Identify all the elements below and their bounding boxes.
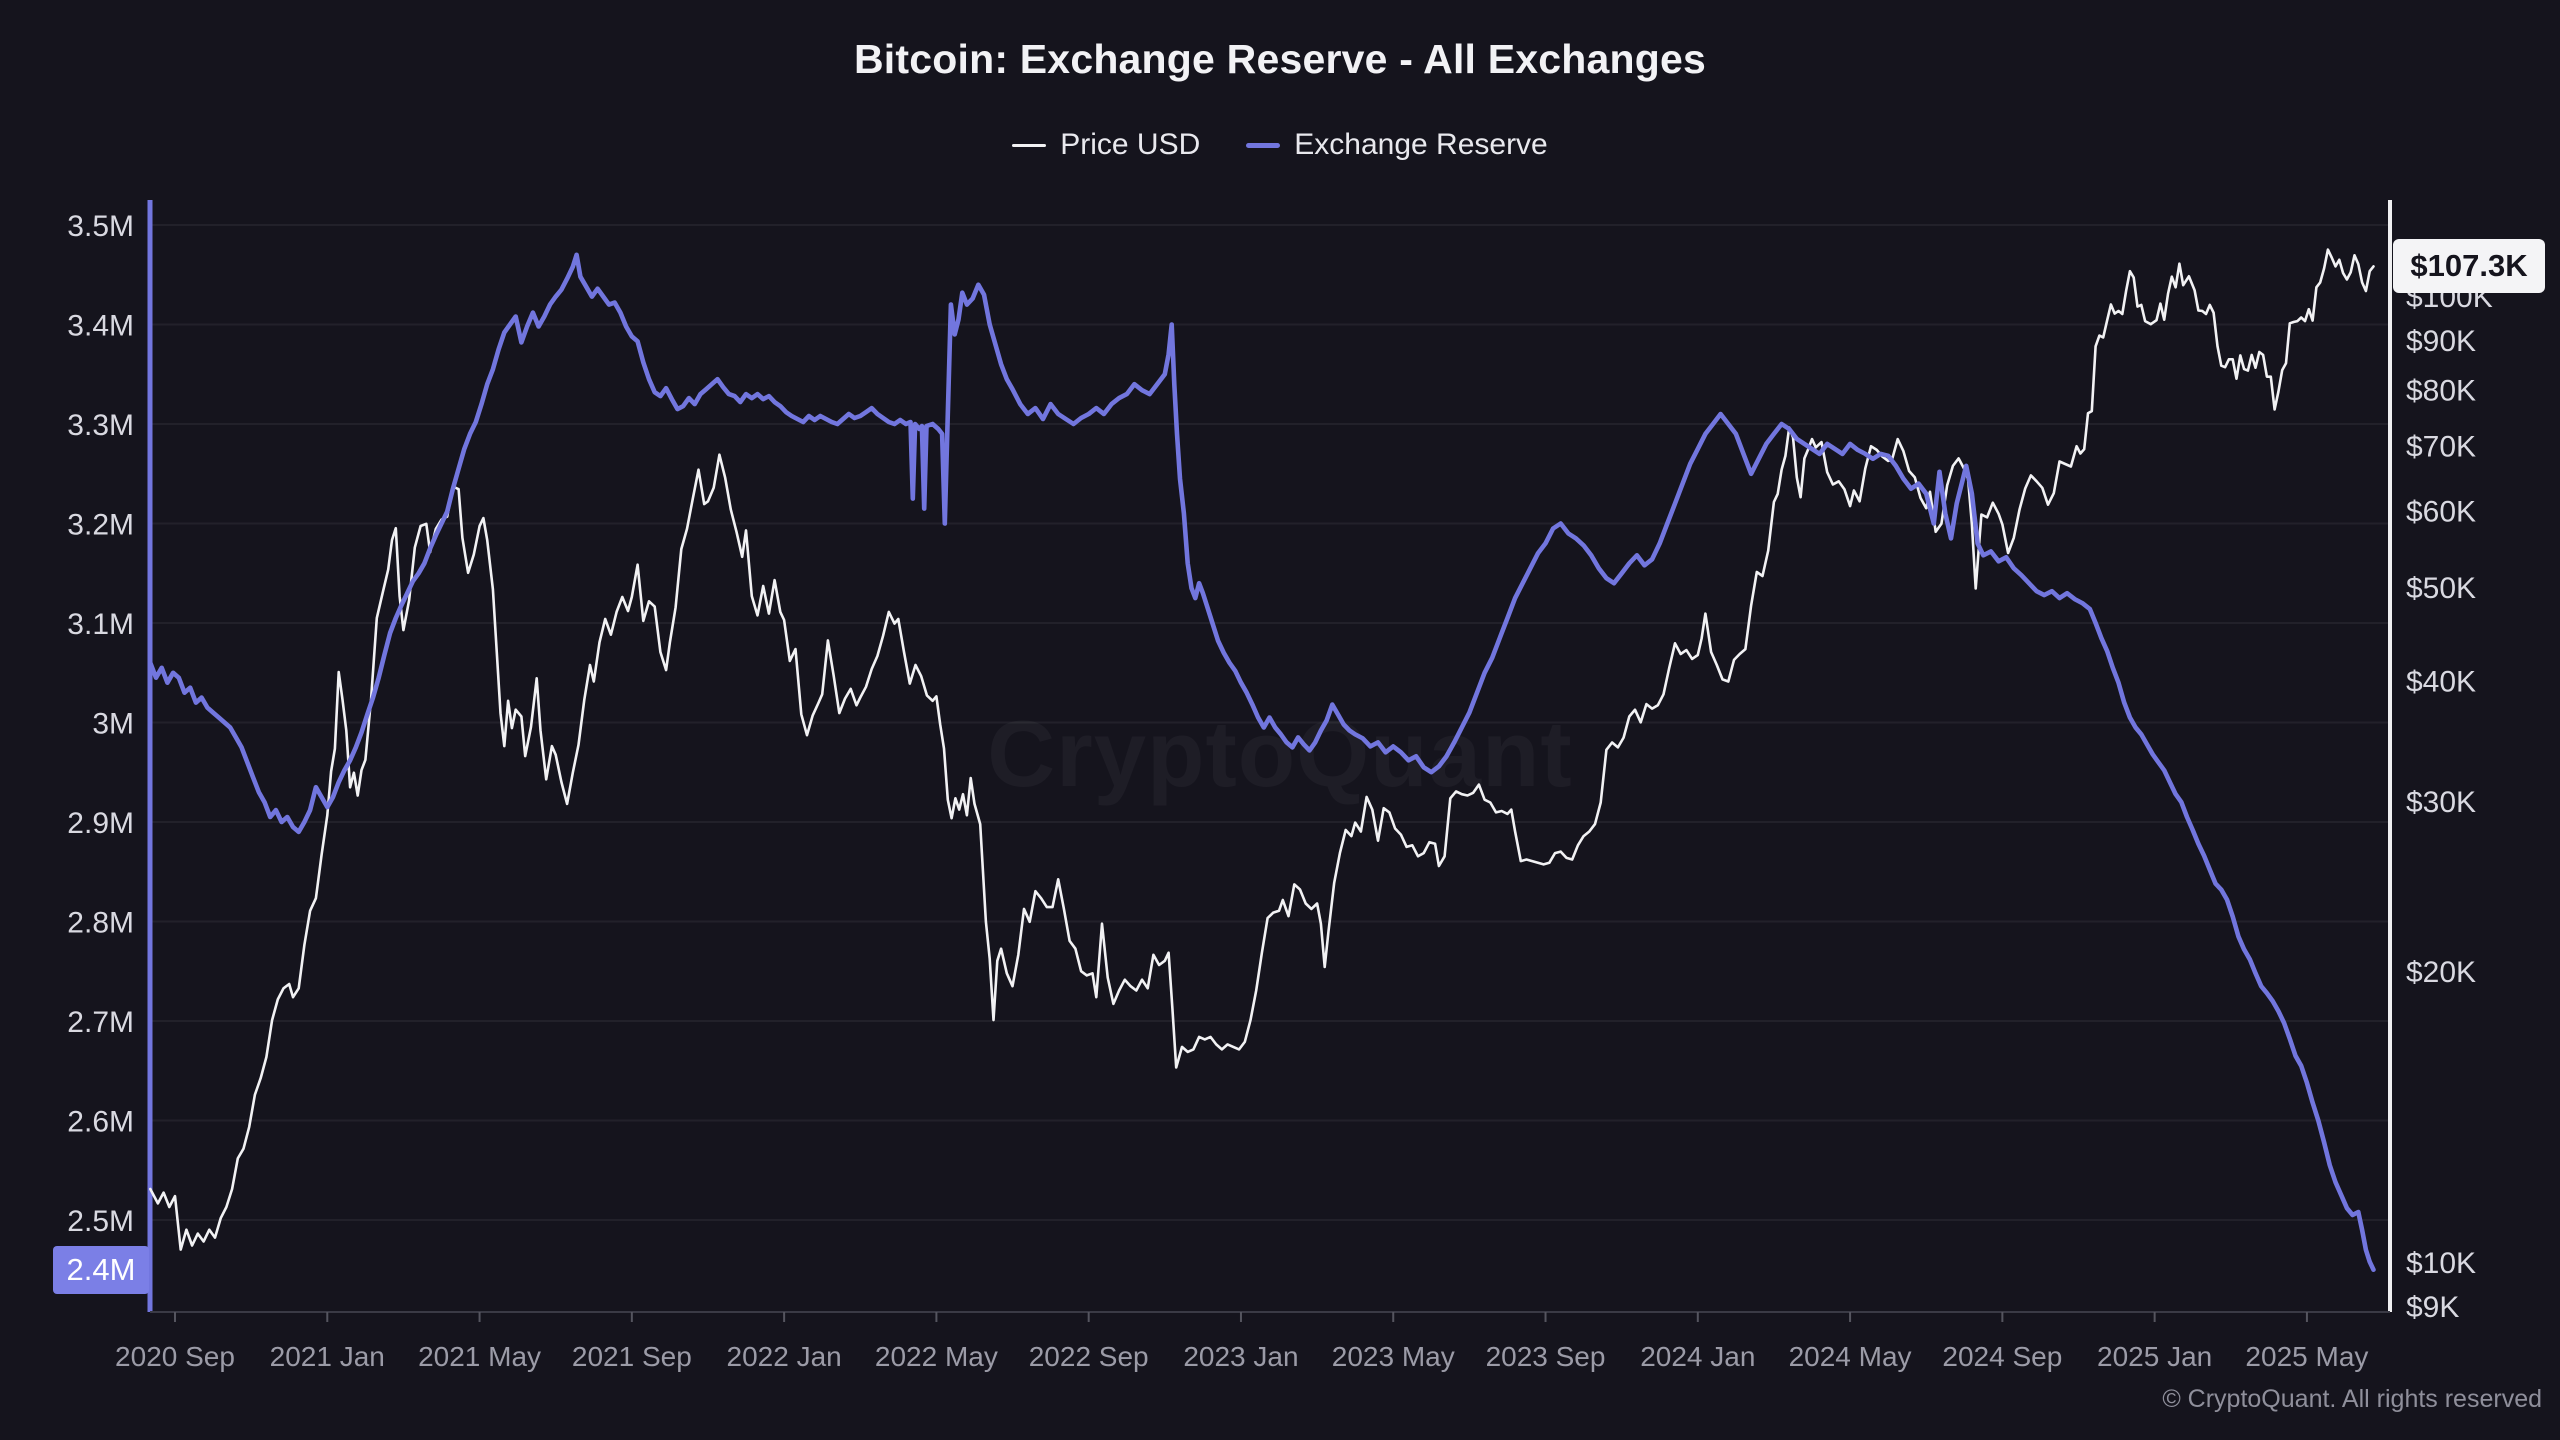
reserve-tick-label: 3.2M	[67, 509, 134, 542]
price-tick-label: $40K	[2406, 665, 2476, 698]
x-tick-label: 2022 May	[875, 1341, 998, 1372]
price-line	[149, 248, 2375, 1251]
cryptoquant-watermark: CryptoQuant	[0, 700, 2560, 808]
x-tick-label: 2023 May	[1332, 1341, 1455, 1372]
chart-legend: Price USD Exchange Reserve	[0, 128, 2560, 162]
reserve-tick-label: 3.3M	[67, 409, 134, 442]
price-tick-label: $50K	[2406, 572, 2476, 605]
price-tick-label: $20K	[2406, 956, 2476, 989]
legend-item-exchange-reserve[interactable]: Exchange Reserve	[1246, 128, 1548, 162]
legend-item-price-usd[interactable]: Price USD	[1012, 128, 1200, 162]
reserve-last-value-badge: 2.4M	[53, 1245, 149, 1294]
reserve-tick-label: 3M	[92, 708, 134, 741]
legend-label-price-usd: Price USD	[1060, 128, 1201, 161]
x-tick-label: 2025 May	[2245, 1341, 2368, 1372]
price-tick-label: $10K	[2406, 1247, 2476, 1280]
reserve-tick-label: 2.5M	[67, 1205, 134, 1238]
x-tick-label: 2021 May	[418, 1341, 541, 1372]
reserve-line	[148, 252, 2376, 1272]
price-tick-label: $90K	[2406, 325, 2476, 358]
x-tick-label: 2022 Jan	[727, 1341, 842, 1372]
x-tick-label: 2023 Sep	[1486, 1341, 1606, 1372]
reserve-tick-label: 3.5M	[67, 210, 134, 243]
price-tick-label: $70K	[2406, 431, 2476, 464]
reserve-tick-label: 3.1M	[67, 608, 134, 641]
page-title: Bitcoin: Exchange Reserve - All Exchange…	[853, 36, 1707, 82]
x-tick-label: 2023 Jan	[1183, 1341, 1298, 1372]
x-tick-label: 2022 Sep	[1029, 1341, 1149, 1372]
reserve-tick-label: 2.7M	[67, 1006, 134, 1039]
x-tick-label: 2021 Jan	[270, 1341, 385, 1372]
x-tick-label: 2021 Sep	[572, 1341, 692, 1372]
price-tick-label: $60K	[2406, 495, 2476, 528]
x-tick-label: 2020 Sep	[115, 1341, 235, 1372]
price-last-value-badge: $107.3K	[2393, 239, 2545, 294]
reserve-series-dash-icon	[1246, 142, 1281, 148]
legend-label-exchange-reserve: Exchange Reserve	[1294, 128, 1548, 161]
x-tick-label: 2025 Jan	[2097, 1341, 2212, 1372]
price-tick-label: $80K	[2406, 375, 2476, 408]
price-series-dash-icon	[1012, 143, 1047, 147]
copyright-notice: © CryptoQuant. All rights reserved	[2162, 1385, 2542, 1413]
price-tick-label: $30K	[2406, 786, 2476, 819]
reserve-tick-label: 2.9M	[67, 807, 134, 840]
reserve-tick-label: 2.8M	[67, 907, 134, 940]
x-tick-label: 2024 Jan	[1640, 1341, 1755, 1372]
x-tick-label: 2024 May	[1789, 1341, 1912, 1372]
reserve-tick-label: 2.6M	[67, 1106, 134, 1139]
price-tick-label: $9K	[2406, 1291, 2459, 1324]
x-tick-label: 2024 Sep	[1942, 1341, 2062, 1372]
reserve-tick-label: 3.4M	[67, 310, 134, 343]
